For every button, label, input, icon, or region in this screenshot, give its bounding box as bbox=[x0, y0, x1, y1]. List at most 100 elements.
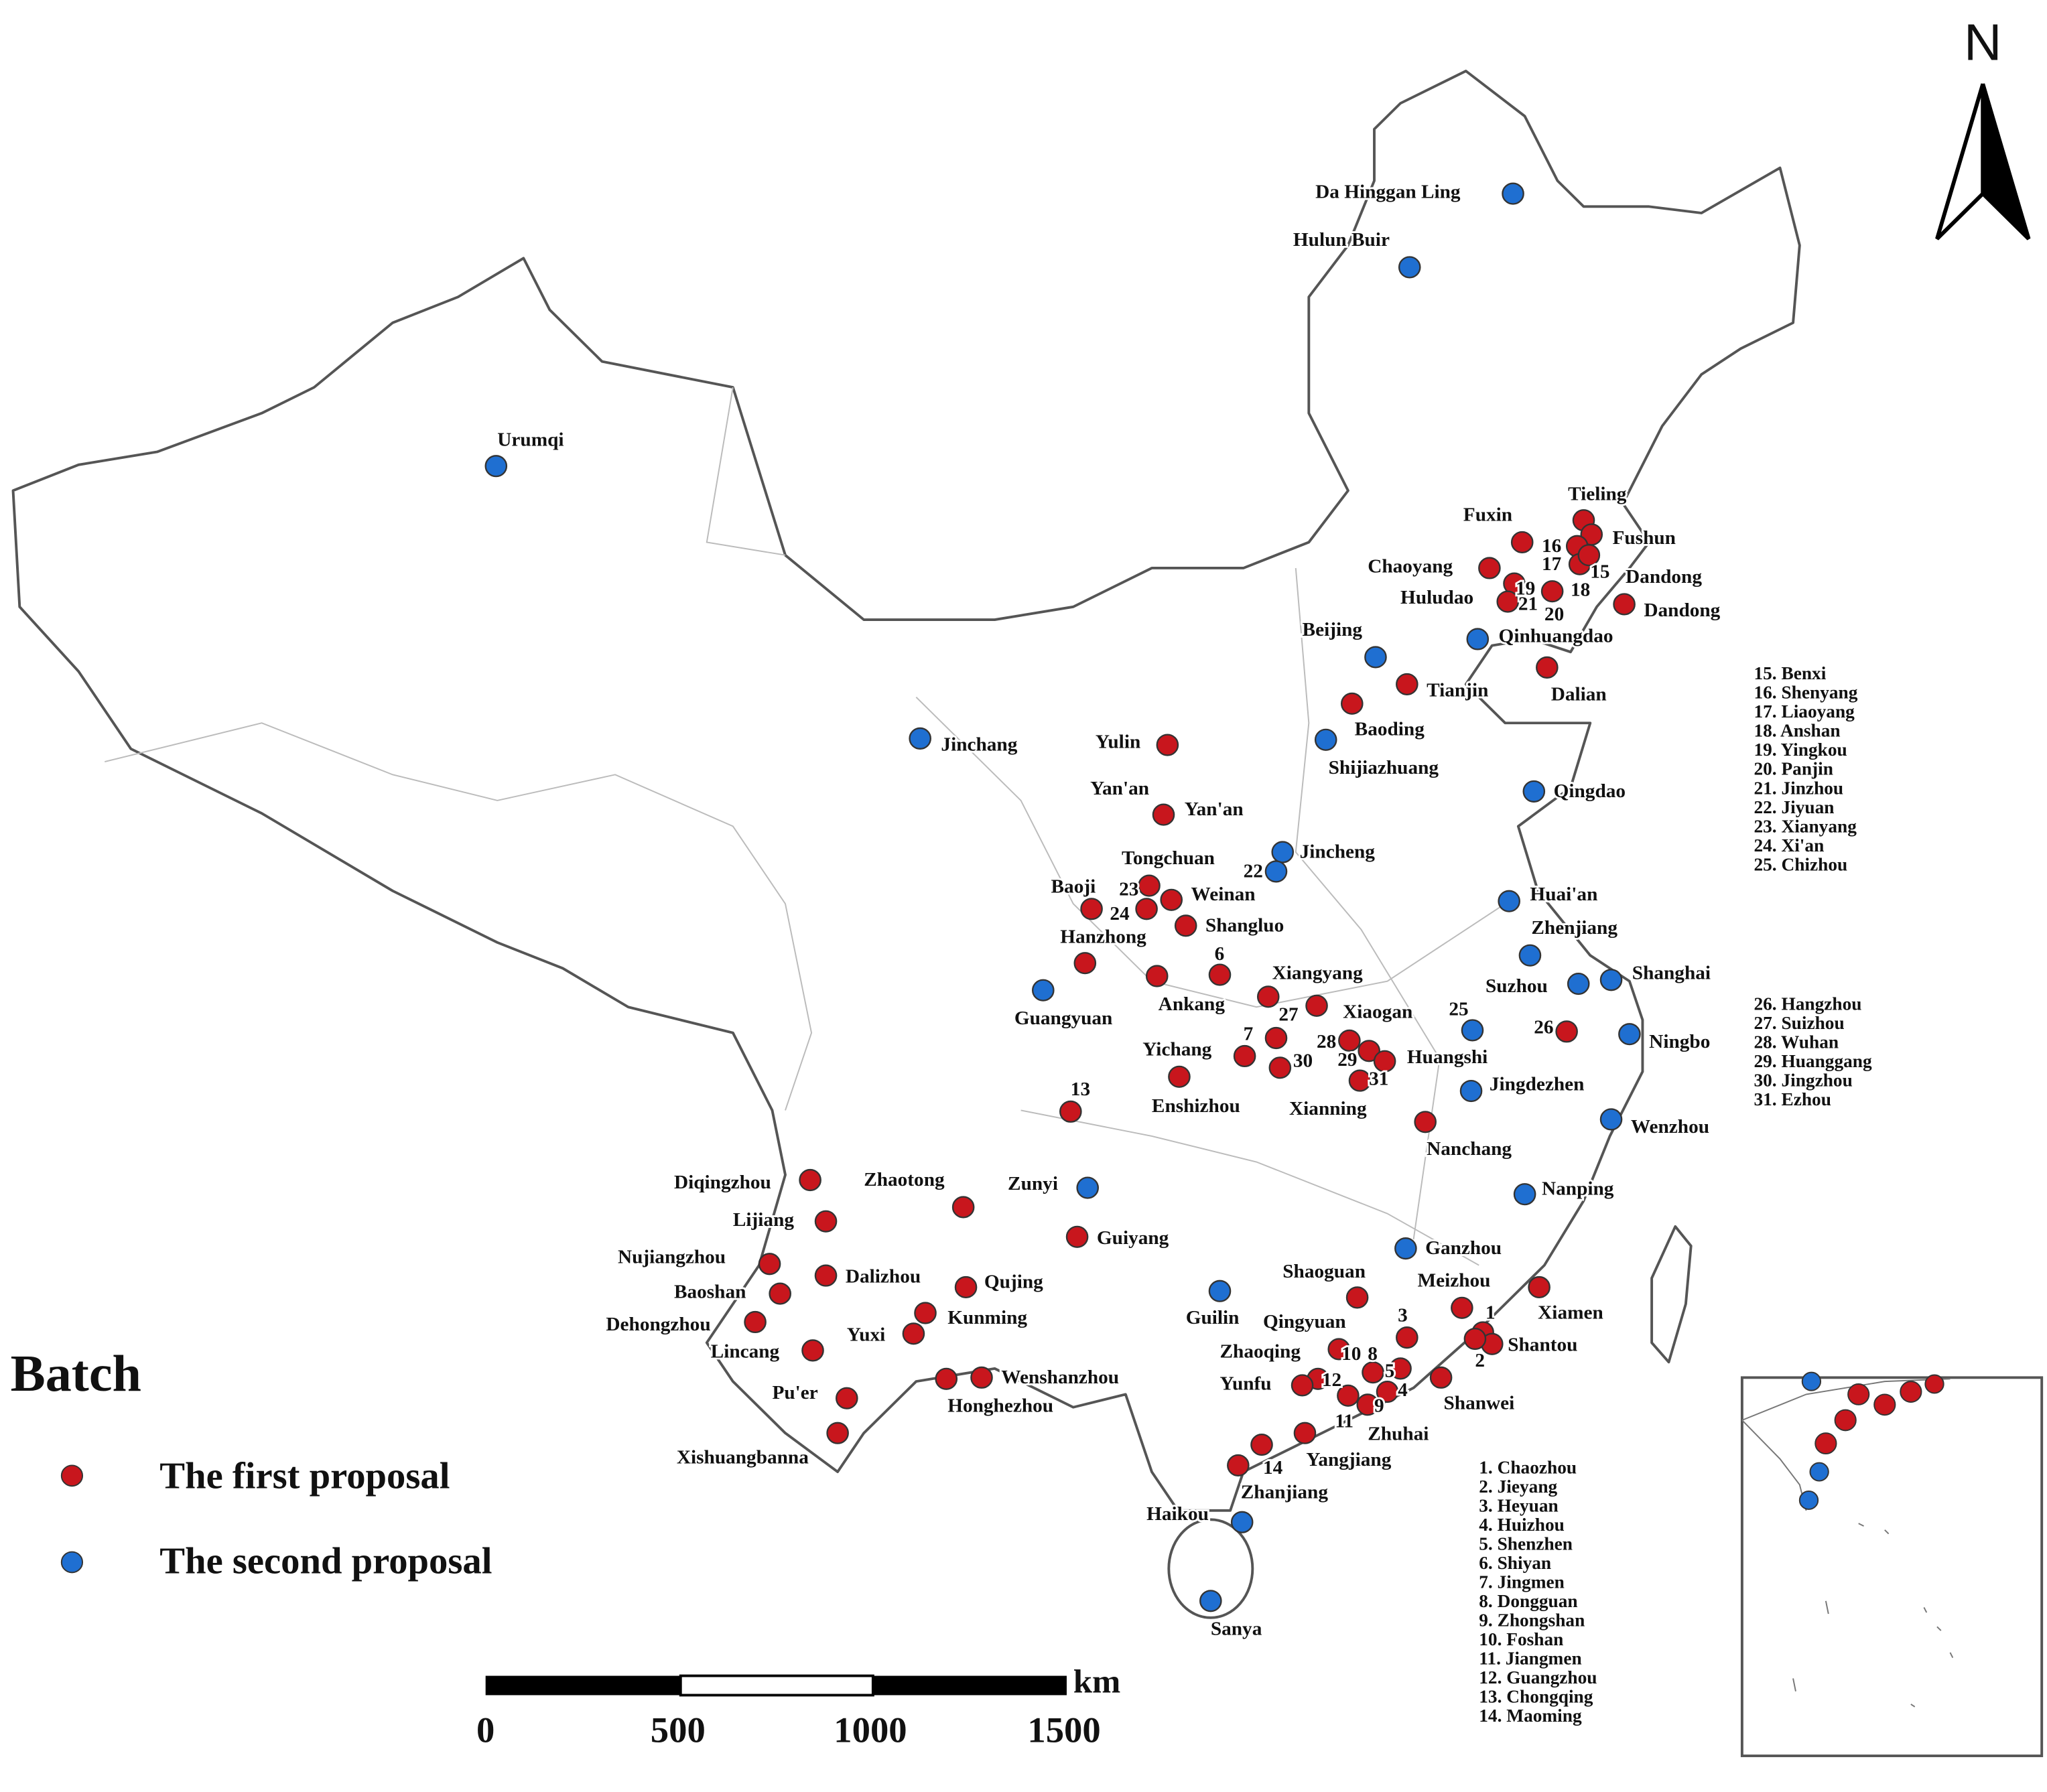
city-label: Qujing bbox=[984, 1271, 1043, 1292]
city-dot bbox=[1518, 944, 1542, 967]
city-dot bbox=[1396, 1326, 1418, 1349]
city-dot bbox=[1459, 1079, 1483, 1103]
city-label: Dalian bbox=[1551, 684, 1607, 705]
key-entry: 20. Panjin bbox=[1754, 759, 1833, 779]
city-label: Ankang bbox=[1159, 993, 1226, 1015]
city-dot bbox=[799, 1168, 821, 1192]
city-label: Lijiang bbox=[733, 1209, 795, 1231]
city-label: Honghezhou bbox=[947, 1395, 1053, 1416]
city-dot bbox=[1337, 1384, 1360, 1407]
key-entry: 30. Jingzhou bbox=[1754, 1071, 1852, 1091]
labels: Da Hinggan Ling Hulun Buir Urumqi Tieling Fu… bbox=[495, 180, 1722, 1642]
city-label: Tongchuan bbox=[1122, 847, 1215, 869]
legend-label: The first proposal bbox=[159, 1456, 450, 1497]
city-dot bbox=[970, 1366, 993, 1389]
key-entry: 17. Liaoyang bbox=[1754, 701, 1855, 721]
city-label: Fushun bbox=[1612, 527, 1675, 549]
city-dot bbox=[1461, 1019, 1484, 1042]
city-dot bbox=[1429, 1366, 1453, 1389]
city-label: Guiyang bbox=[1097, 1227, 1169, 1249]
city-label: Enshizhou bbox=[1152, 1095, 1240, 1117]
key-entry: 12. Guangzhou bbox=[1479, 1667, 1597, 1687]
key-entry: 10. Foshan bbox=[1479, 1629, 1563, 1649]
scale-ticks: 0 500 1000 1500 bbox=[476, 1710, 1101, 1750]
city-dot bbox=[1496, 590, 1520, 613]
city-dot bbox=[954, 1276, 978, 1299]
key-entry: 31. Ezhou bbox=[1754, 1089, 1831, 1109]
city-dot bbox=[1373, 1050, 1396, 1073]
city-dot bbox=[1528, 1276, 1550, 1299]
city-label: 5 bbox=[1385, 1360, 1395, 1381]
city-label: Haikou bbox=[1146, 1503, 1209, 1525]
city-dot bbox=[1327, 1338, 1351, 1361]
city-dot bbox=[951, 1196, 975, 1219]
city-dot bbox=[1065, 1225, 1089, 1248]
inset-dot bbox=[1798, 1490, 1819, 1510]
city-label: Huangshi bbox=[1407, 1046, 1488, 1068]
city-label: Zhenjiang bbox=[1531, 917, 1617, 939]
city-dot bbox=[814, 1210, 838, 1233]
city-label: 23 bbox=[1119, 879, 1138, 900]
city-dot bbox=[1478, 557, 1501, 579]
city-label: Jingdezhen bbox=[1490, 1074, 1585, 1095]
city-dot bbox=[1230, 1511, 1254, 1533]
key-entry: 25. Chizhou bbox=[1754, 855, 1847, 875]
city-label: 1 bbox=[1485, 1302, 1496, 1324]
city-label: Qingdao bbox=[1554, 780, 1626, 802]
city-label: Yulin bbox=[1096, 732, 1140, 753]
city-label: Nanchang bbox=[1427, 1138, 1512, 1160]
city-label: Kunming bbox=[947, 1307, 1027, 1328]
city-dot bbox=[1291, 1374, 1314, 1397]
legend-label: The second proposal bbox=[159, 1541, 492, 1582]
city-dot bbox=[1233, 1044, 1256, 1068]
city-label: 12 bbox=[1322, 1369, 1341, 1391]
city-label: 10 bbox=[1341, 1343, 1361, 1365]
key-entry: 6. Shiyan bbox=[1479, 1553, 1551, 1573]
city-dot bbox=[1463, 1327, 1487, 1351]
city-dot bbox=[1362, 1361, 1384, 1384]
city-label: Da Hinggan Ling bbox=[1315, 182, 1461, 203]
city-dot bbox=[1555, 1020, 1578, 1043]
city-dot bbox=[1466, 628, 1490, 650]
city-dot bbox=[826, 1422, 849, 1444]
province-border bbox=[1295, 567, 1441, 1240]
city-label: Wenzhou bbox=[1631, 1116, 1709, 1138]
city-dot bbox=[1032, 979, 1055, 1002]
key-entry: 22. Jiyuan bbox=[1754, 797, 1834, 817]
city-dot bbox=[935, 1367, 958, 1390]
city-label: Tianjin bbox=[1427, 680, 1488, 701]
city-dot bbox=[1348, 1069, 1372, 1092]
city-label: Lincang bbox=[711, 1341, 780, 1363]
north-label: N bbox=[1964, 14, 2001, 71]
city-label: Qinhuangdao bbox=[1499, 626, 1613, 647]
city-label: 27 bbox=[1278, 1004, 1298, 1026]
city-label: Yan'an bbox=[1185, 799, 1244, 820]
city-dot bbox=[1305, 994, 1328, 1017]
city-dot bbox=[1599, 969, 1623, 991]
city-label: 17 bbox=[1542, 553, 1561, 575]
city-dot bbox=[1152, 803, 1175, 826]
city-label: Hanzhong bbox=[1060, 926, 1146, 948]
inset-dot bbox=[1814, 1432, 1837, 1455]
city-dot bbox=[1264, 1026, 1288, 1050]
city-label: 30 bbox=[1293, 1050, 1313, 1072]
city-label: 25 bbox=[1449, 999, 1468, 1020]
legend-swatch bbox=[60, 1464, 84, 1487]
inset-dot bbox=[1924, 1374, 1944, 1394]
city-label: Diqingzhou bbox=[674, 1172, 771, 1193]
city-dot bbox=[1577, 544, 1601, 567]
city-label: Sanya bbox=[1211, 1618, 1262, 1640]
city-dot bbox=[1208, 963, 1232, 986]
city-dot bbox=[1498, 890, 1520, 912]
key-entry: 16. Shenyang bbox=[1754, 683, 1857, 703]
inset bbox=[1740, 1371, 2044, 1757]
scale-tick-label: 1000 bbox=[834, 1710, 907, 1750]
hainan-island bbox=[1167, 1518, 1254, 1619]
city-label: Ningbo bbox=[1649, 1031, 1710, 1052]
city-dot bbox=[1135, 898, 1158, 920]
city-label: 11 bbox=[1335, 1411, 1353, 1432]
city-label: 18 bbox=[1571, 579, 1590, 600]
city-dot bbox=[1540, 580, 1564, 603]
city-dot bbox=[1160, 888, 1183, 911]
